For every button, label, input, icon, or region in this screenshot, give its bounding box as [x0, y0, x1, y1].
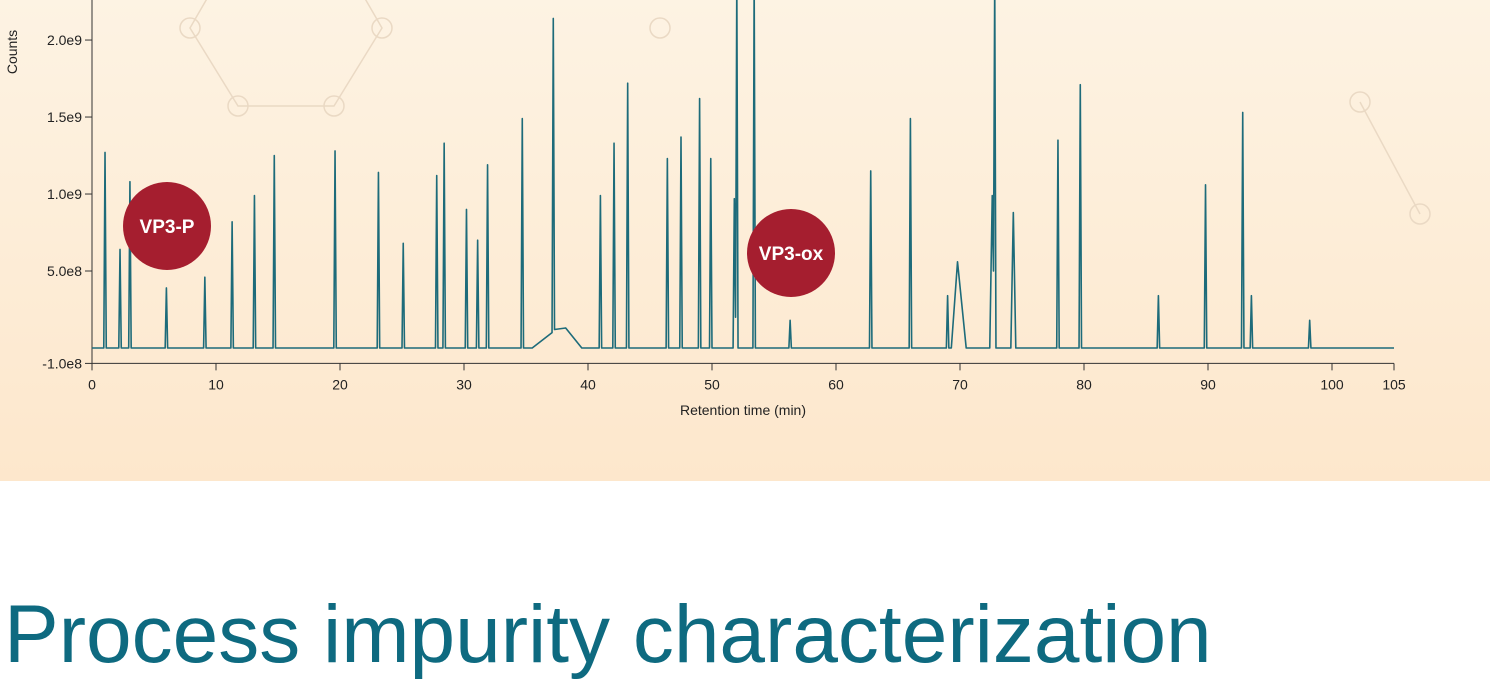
x-tick-label: 0 [88, 376, 96, 392]
x-tick-label: 60 [828, 376, 844, 392]
y-tick-label: -1.0e8 [42, 355, 82, 371]
chart: -1.0e8 5.0e8 1.0e9 1.5e9 2.0e9 0 10 20 30 40 50 60 7… [0, 0, 1490, 697]
annotation: VP3-P [123, 182, 211, 270]
y-tick-label: 1.0e9 [47, 186, 82, 202]
x-tick-label: 70 [952, 376, 968, 392]
page-heading: Process impurity characterization [4, 589, 1212, 680]
plot-area [92, 0, 1394, 348]
y-tick-label: 1.5e9 [47, 109, 82, 125]
annotation: VP3-ox [747, 209, 835, 297]
x-tick-label: 20 [332, 376, 348, 392]
chromatogram-trace [92, 0, 1394, 348]
x-tick-label: 100 [1320, 376, 1344, 392]
x-tick-label: 80 [1076, 376, 1092, 392]
x-tick-label: 30 [456, 376, 472, 392]
x-tick-label: 50 [704, 376, 720, 392]
x-tick-label: 40 [580, 376, 596, 392]
y-axis-label: Counts [4, 30, 20, 74]
x-tick-label: 105 [1382, 376, 1406, 392]
x-tick-label: 10 [208, 376, 224, 392]
x-axis-label: Retention time (min) [680, 402, 806, 418]
annotation-label: VP3-ox [759, 244, 824, 265]
y-tick-label: 2.0e9 [47, 32, 82, 48]
annotation-label: VP3-P [140, 217, 195, 238]
page: {"chart_data": {"type": "line", "xlabel"… [0, 0, 1490, 697]
y-tick-label: 5.0e8 [47, 263, 82, 279]
x-tick-label: 90 [1200, 376, 1216, 392]
axes: -1.0e8 5.0e8 1.0e9 1.5e9 2.0e9 0 10 20 30 40 50 60 7… [42, 0, 1406, 392]
